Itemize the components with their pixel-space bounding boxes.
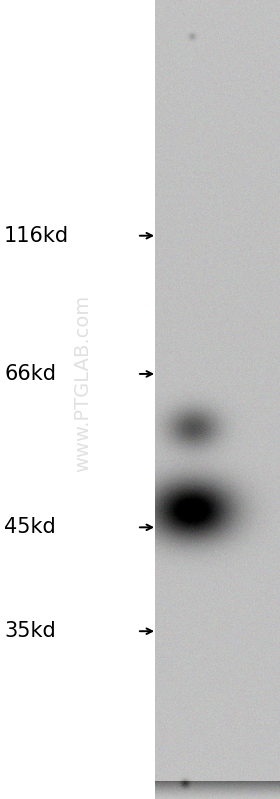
Text: 45kd: 45kd bbox=[4, 517, 56, 538]
Text: 66kd: 66kd bbox=[4, 364, 56, 384]
Text: 35kd: 35kd bbox=[4, 621, 56, 642]
Text: 116kd: 116kd bbox=[4, 225, 69, 246]
Text: www.PTGLAB.com: www.PTGLAB.com bbox=[73, 295, 92, 472]
